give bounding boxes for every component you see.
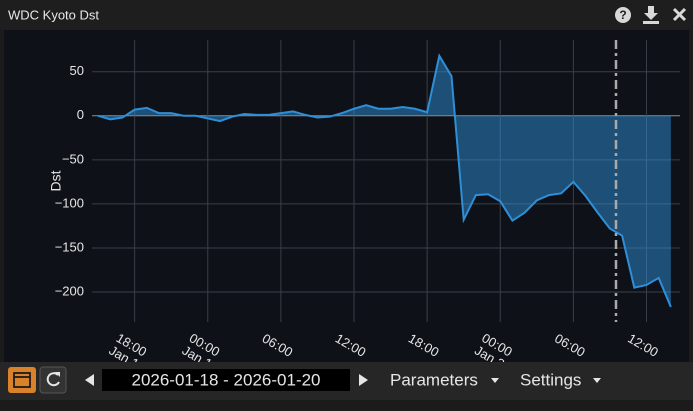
y-tick-label: −100 [55, 195, 84, 210]
title-bar [0, 0, 693, 30]
settings-menu[interactable]: Settings [520, 370, 581, 389]
date-range-box[interactable] [102, 369, 350, 391]
area-fill [98, 55, 671, 308]
date-range: 2026-01-18 - 2026-01-20 [131, 370, 320, 389]
previous-button[interactable] [85, 374, 94, 386]
menu-caret [491, 378, 499, 383]
download-button[interactable] [643, 6, 659, 24]
menu-caret [593, 378, 601, 383]
y-axis-label: Dst [48, 170, 64, 191]
svg-text:?: ? [619, 8, 626, 22]
line [97, 53, 672, 308]
parameters-menu[interactable]: Parameters [390, 370, 478, 389]
help-button[interactable]: ? [615, 7, 631, 23]
close-button[interactable] [672, 7, 687, 22]
x-tick-label: 18:00Jan 1 [106, 331, 149, 373]
refresh-button[interactable] [39, 366, 67, 394]
y-tick-label: −200 [55, 283, 84, 298]
calendar-button[interactable] [8, 367, 36, 393]
window-title: WDC Kyoto Dst [8, 7, 99, 22]
y-tick-label: −50 [62, 151, 84, 166]
next-button[interactable] [359, 374, 368, 386]
y-tick-label: −150 [55, 239, 84, 254]
y-tick-label: 50 [70, 63, 84, 78]
y-tick-label: 0 [77, 107, 84, 122]
plot-panel [4, 30, 689, 362]
